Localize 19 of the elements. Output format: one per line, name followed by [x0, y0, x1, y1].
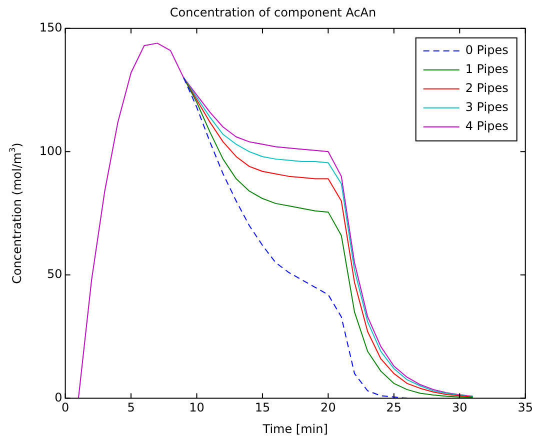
x-tick-label: 25: [386, 400, 402, 415]
legend-label: 4 Pipes: [465, 119, 508, 134]
legend-label: 2 Pipes: [465, 81, 508, 96]
x-tick-label: 30: [452, 400, 468, 415]
y-tick-label: 100: [39, 144, 62, 158]
legend-label: 1 Pipes: [465, 62, 508, 76]
y-axis-title: Concentration (mol/m3): [8, 142, 24, 284]
x-tick-label: 15: [254, 400, 270, 415]
x-tick-label: 20: [320, 400, 336, 415]
x-tick-label: 5: [127, 400, 135, 415]
chart-title: Concentration of component AcAn: [170, 5, 376, 20]
x-tick-label: 10: [189, 400, 204, 415]
x-tick-label: 35: [518, 400, 534, 415]
y-tick-label: 150: [39, 20, 62, 35]
legend-label: 0 Pipes: [465, 43, 508, 58]
y-tick-label: 50: [47, 267, 62, 282]
legend-label: 3 Pipes: [465, 100, 508, 114]
y-tick-label: 0: [54, 390, 62, 404]
x-axis-title: Time [min]: [262, 422, 328, 436]
